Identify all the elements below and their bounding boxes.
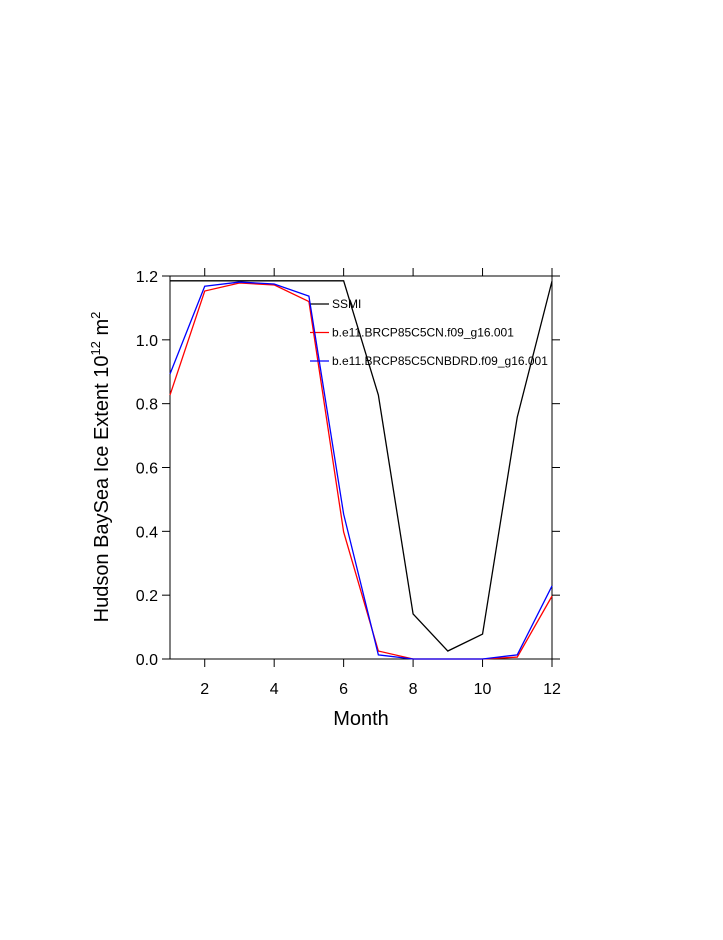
x-tick-label: 2 (200, 681, 209, 698)
x-tick-label: 10 (474, 681, 492, 698)
x-axis-label: Month (333, 708, 389, 730)
x-tick-label: 6 (339, 681, 348, 698)
y-axis-label: Hudson BaySea Ice Extent 1012 m2 (88, 312, 113, 623)
y-tick-label: 0.6 (136, 461, 158, 478)
x-tick-label: 12 (543, 681, 561, 698)
y-axis-label-unit: m (91, 319, 113, 341)
legend-label: SSMI (332, 297, 361, 311)
y-tick-label: 0.2 (136, 588, 158, 605)
x-tick-label: 4 (270, 681, 279, 698)
series-line (170, 280, 553, 652)
y-axis-label-exponent: 12 (88, 341, 103, 355)
series-line (169, 281, 553, 660)
x-tick-label: 8 (409, 681, 418, 698)
y-tick-label: 1.0 (136, 333, 158, 350)
y-axis-label-unit-exponent: 2 (88, 312, 103, 319)
y-tick-label: 0.0 (136, 652, 158, 669)
legend-label: b.e11.BRCP85C5CN.f09_g16.001 (332, 326, 514, 340)
y-tick-label: 0.8 (136, 397, 158, 414)
y-axis-label-text: Hudson BaySea Ice Extent 10 (91, 356, 113, 623)
legend-label: b.e11.BRCP85C5CNBDRD.f09_g16.001 (332, 354, 548, 368)
y-tick-label: 1.2 (136, 269, 158, 286)
y-tick-label: 0.4 (136, 524, 158, 541)
